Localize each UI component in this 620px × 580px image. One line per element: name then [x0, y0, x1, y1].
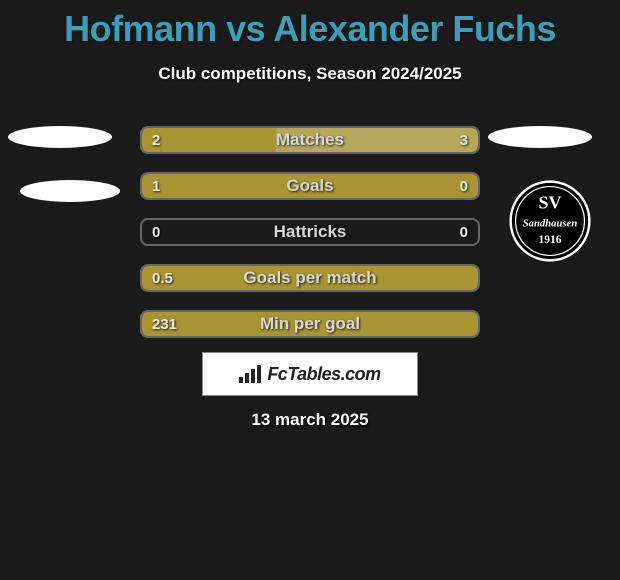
badge-text-top: SV — [538, 193, 561, 213]
watermark-text: FcTables.com — [267, 364, 380, 385]
bar-right — [276, 128, 478, 152]
stat-row-2: Hattricks0 0 — [140, 218, 480, 246]
comparison-chart: Matches23 Goals10 Hattricks0 0 Goals per mat… — [140, 126, 480, 356]
bar-left — [142, 174, 478, 198]
stat-row-3: Goals per match0.5 — [140, 264, 480, 292]
bar-left — [142, 128, 276, 152]
bar-left — [142, 312, 478, 336]
stat-value-left: 0 — [152, 220, 160, 244]
player-left-ellipse-1 — [8, 126, 112, 148]
stat-row-4: Min per goal231 — [140, 310, 480, 338]
club-badge-sandhausen: SV Sandhausen 1916 — [500, 180, 600, 262]
stat-value-right: 0 — [460, 220, 468, 244]
watermark: FcTables.com — [202, 352, 418, 396]
badge-text-bottom: 1916 — [539, 234, 562, 246]
subtitle: Club competitions, Season 2024/2025 — [0, 64, 620, 84]
stat-row-0: Matches23 — [140, 126, 480, 154]
stat-row-1: Goals10 — [140, 172, 480, 200]
player-left-ellipse-2 — [20, 180, 120, 202]
player-right-ellipse — [488, 126, 592, 148]
badge-text-mid: Sandhausen — [523, 219, 578, 230]
bar-chart-icon — [239, 365, 261, 383]
bar-left — [142, 266, 478, 290]
stat-label: Hattricks — [142, 220, 478, 244]
page-title: Hofmann vs Alexander Fuchs — [0, 0, 620, 50]
date-label: 13 march 2025 — [0, 410, 620, 430]
